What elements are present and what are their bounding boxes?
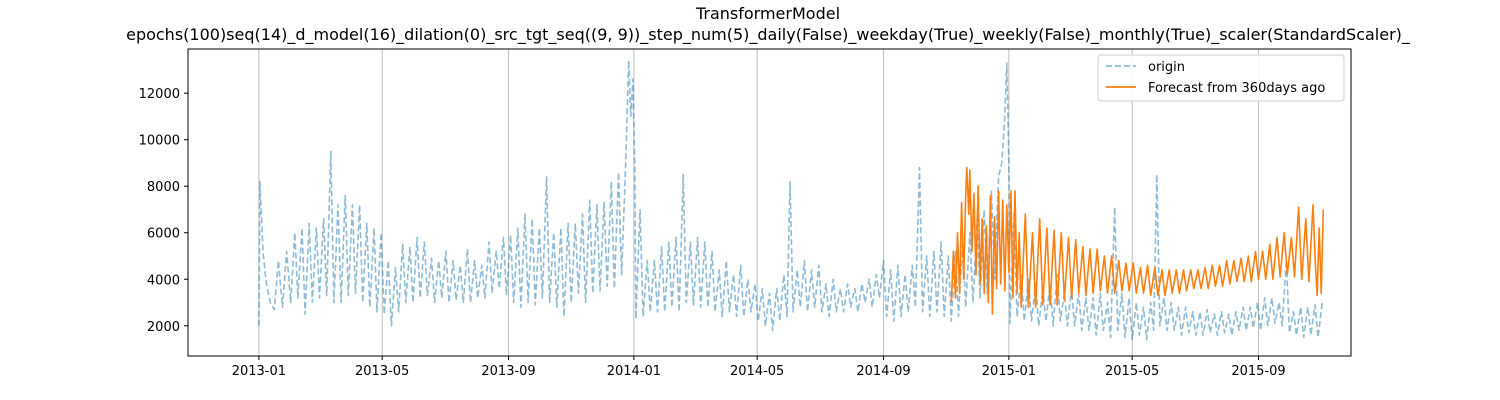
x-tick-label: 2015-01: [982, 364, 1036, 379]
y-tick-label: 8000: [147, 180, 180, 195]
y-axis: 2000 4000 6000 8000 10000 12000: [139, 87, 188, 335]
legend: origin Forecast from 360days ago: [1097, 54, 1345, 102]
y-tick-label: 6000: [147, 227, 180, 242]
x-tick-label: 2013-05: [355, 364, 409, 379]
series-layer: [258, 59, 1325, 341]
legend-frame: [1097, 54, 1345, 102]
legend-label-forecast: Forecast from 360days ago: [1148, 81, 1325, 96]
y-tick-label: 2000: [147, 320, 180, 335]
y-tick-label: 4000: [147, 273, 180, 288]
plot-area: [187, 48, 1352, 357]
legend-label-origin: origin: [1148, 60, 1185, 75]
y-tick-label: 12000: [139, 87, 180, 102]
x-tick-label: 2014-09: [856, 364, 910, 379]
x-tick-label: 2013-09: [481, 364, 535, 379]
y-tick-label: 10000: [139, 134, 180, 149]
x-tick-label: 2013-01: [232, 364, 286, 379]
chart-subtitle: epochs(100)seq(14)_d_model(16)_dilation(…: [126, 25, 1411, 45]
x-tick-label: 2015-05: [1105, 364, 1159, 379]
series-line-origin: [258, 59, 1323, 341]
x-tick-label: 2015-09: [1231, 364, 1285, 379]
x-tick-label: 2014-01: [607, 364, 661, 379]
series-line-forecast: [950, 166, 1325, 315]
chart-title: TransformerModel: [695, 4, 840, 23]
x-tick-label: 2014-05: [730, 364, 784, 379]
x-axis: 2013-01 2013-05 2013-09 2014-01 2014-05 2014-…: [232, 356, 1286, 379]
